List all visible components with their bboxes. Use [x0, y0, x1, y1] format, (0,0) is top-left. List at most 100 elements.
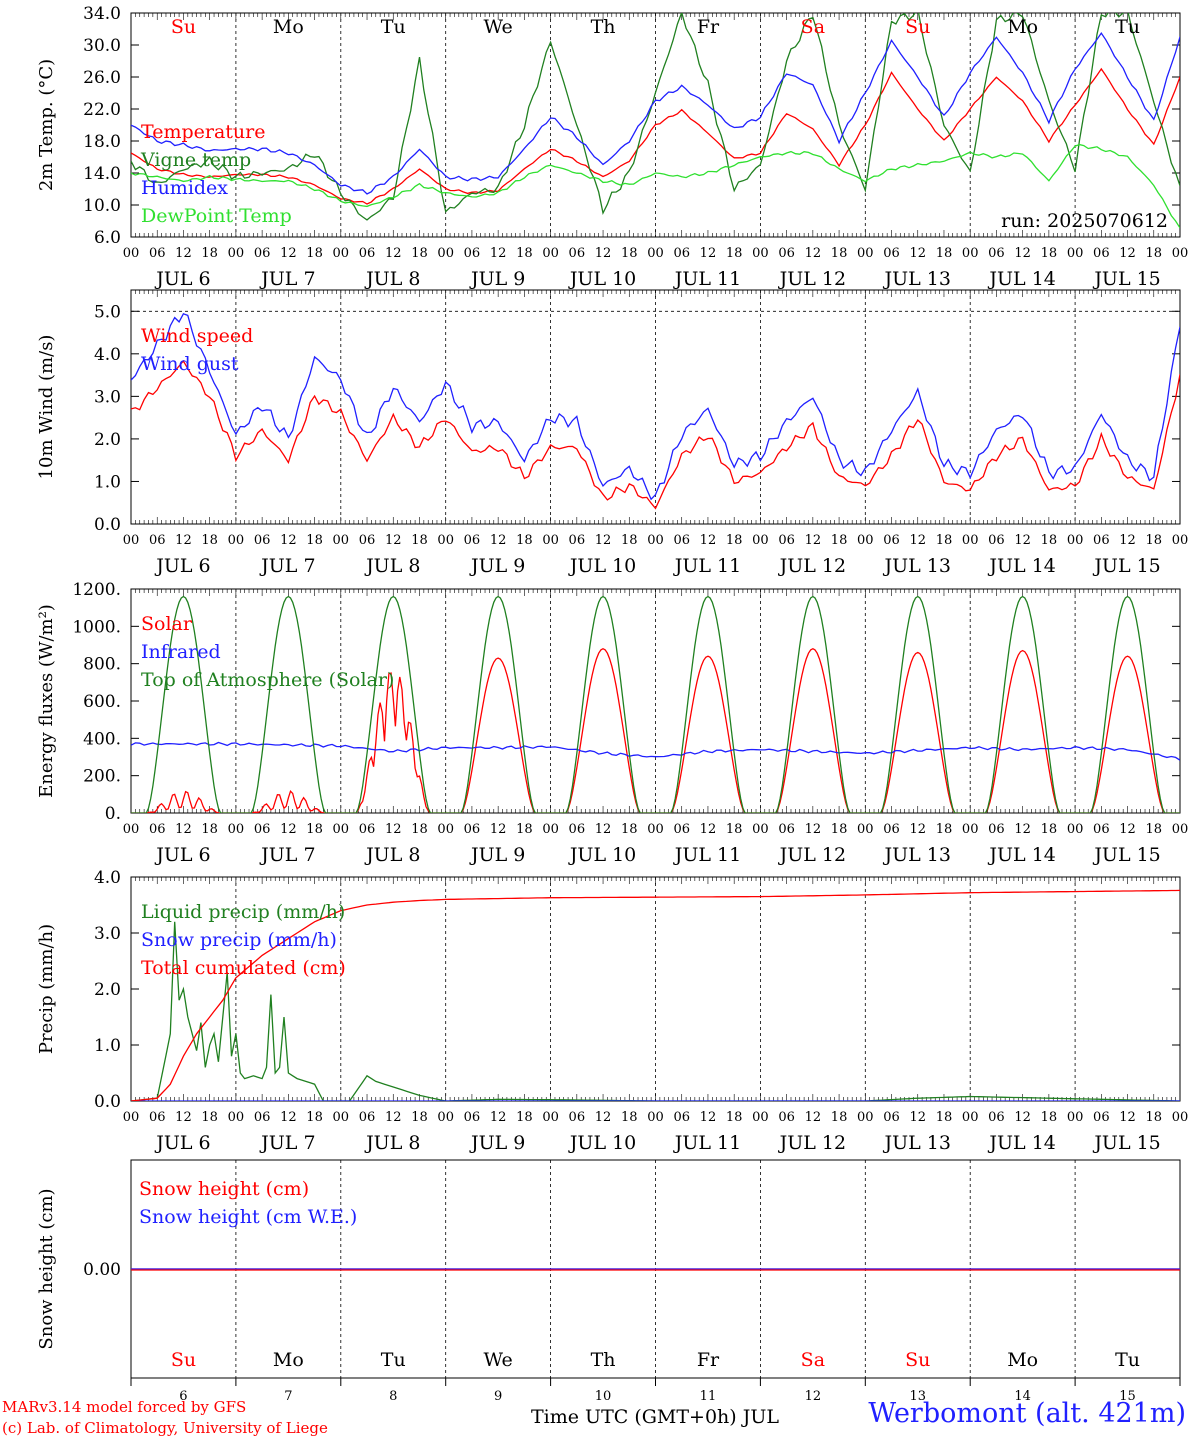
date-label: JUL 9: [469, 555, 525, 577]
date-label: JUL 11: [673, 555, 741, 577]
hour-tick-label: 00: [857, 533, 874, 548]
hour-tick-label: 12: [1014, 1110, 1031, 1125]
hour-tick-label: 00: [752, 533, 769, 548]
hour-tick-label: 12: [1119, 533, 1136, 548]
hour-tick-label: 00: [1067, 1110, 1084, 1125]
weekday-label: Mo: [273, 1349, 304, 1371]
date-label: JUL 9: [469, 844, 525, 866]
hour-tick-label: 12: [385, 533, 402, 548]
hour-tick-label: 06: [778, 822, 795, 837]
hour-tick-label: 00: [228, 1110, 245, 1125]
hour-tick-label: 06: [1093, 822, 1110, 837]
hour-tick-label: 06: [1093, 246, 1110, 261]
hour-tick-label: 18: [306, 822, 323, 837]
day-number-label: 7: [284, 1389, 292, 1404]
hour-tick-label: 06: [464, 246, 481, 261]
series-line: [131, 359, 1180, 510]
hour-tick-label: 18: [1146, 822, 1163, 837]
y-tick-label: 22.0: [83, 100, 121, 120]
hour-tick-label: 12: [1119, 246, 1136, 261]
hour-tick-label: 00: [437, 822, 454, 837]
y-tick-label: 18.0: [83, 132, 121, 152]
date-label: JUL 15: [1092, 844, 1160, 866]
hour-tick-label: 18: [936, 1110, 953, 1125]
hour-tick-label: 00: [752, 822, 769, 837]
day-number-label: 12: [805, 1389, 822, 1404]
hour-tick-label: 06: [673, 246, 690, 261]
y-tick-label: 3.0: [94, 924, 121, 944]
date-label: JUL 8: [364, 268, 420, 290]
hour-tick-label: 06: [149, 1110, 166, 1125]
day-number-label: 8: [389, 1389, 397, 1404]
weekday-label: Su: [905, 16, 930, 38]
hour-tick-label: 00: [962, 1110, 979, 1125]
hour-tick-label: 06: [149, 822, 166, 837]
hour-tick-label: 18: [936, 246, 953, 261]
date-label: JUL 9: [469, 1132, 525, 1154]
y-tick-label: 1200.: [72, 580, 121, 600]
hour-tick-label: 06: [359, 246, 376, 261]
date-label: JUL 6: [154, 844, 210, 866]
hour-tick-label: 18: [1146, 533, 1163, 548]
y-tick-label: 26.0: [83, 68, 121, 88]
legend-entry: DewPoint Temp: [141, 205, 292, 227]
hour-tick-label: 06: [464, 822, 481, 837]
series-line: [131, 31, 1180, 195]
y-tick-label: 5.0: [94, 302, 121, 322]
legend-entry: Liquid precip (mm/h): [141, 901, 345, 923]
y-tick-label: 4.0: [94, 868, 121, 888]
hour-tick-label: 12: [1014, 533, 1031, 548]
weekday-label: Fr: [697, 16, 720, 38]
date-label: JUL 7: [259, 555, 315, 577]
date-label: JUL 8: [364, 555, 420, 577]
hour-tick-label: 12: [175, 1110, 192, 1125]
run-label: run: 2025070612: [1001, 210, 1168, 232]
date-label: JUL 12: [778, 844, 846, 866]
y-tick-label: 10.0: [83, 196, 121, 216]
weekday-label: We: [484, 1349, 513, 1371]
date-label: JUL 11: [673, 844, 741, 866]
hour-tick-label: 12: [909, 1110, 926, 1125]
weekday-label: Sa: [801, 16, 825, 38]
hour-tick-label: 18: [726, 246, 743, 261]
hour-tick-label: 06: [988, 1110, 1005, 1125]
date-label: JUL 14: [987, 1132, 1055, 1154]
date-label: JUL 8: [364, 844, 420, 866]
date-label: JUL 10: [568, 844, 636, 866]
hour-tick-label: 18: [201, 822, 218, 837]
hour-tick-label: 00: [123, 533, 140, 548]
y-tick-label: 3.0: [94, 387, 121, 407]
hour-tick-label: 00: [752, 246, 769, 261]
hour-tick-label: 12: [175, 533, 192, 548]
y-tick-label: 1000.: [72, 617, 121, 637]
legend-entry: Humidex: [141, 177, 228, 199]
y-tick-label: 1.0: [94, 1036, 121, 1056]
hour-tick-label: 18: [726, 533, 743, 548]
y-axis-label: Precip (mm/h): [36, 924, 57, 1054]
hour-tick-label: 12: [175, 246, 192, 261]
date-label: JUL 14: [987, 844, 1055, 866]
hour-tick-label: 18: [621, 1110, 638, 1125]
hour-tick-label: 00: [333, 533, 350, 548]
hour-tick-label: 00: [647, 246, 664, 261]
hour-tick-label: 18: [1041, 246, 1058, 261]
hour-tick-label: 00: [542, 1110, 559, 1125]
hour-tick-label: 18: [411, 533, 428, 548]
legend-entry: Solar: [141, 613, 193, 635]
date-label: JUL 14: [987, 268, 1055, 290]
hour-tick-label: 12: [280, 822, 297, 837]
hour-tick-label: 06: [569, 822, 586, 837]
hour-tick-label: 12: [280, 533, 297, 548]
copyright-credit: (c) Lab. of Climatology, University of L…: [2, 1419, 328, 1437]
hour-tick-label: 18: [1041, 822, 1058, 837]
date-label: JUL 10: [568, 1132, 636, 1154]
hour-tick-label: 12: [490, 246, 507, 261]
y-tick-label: 4.0: [94, 345, 121, 365]
y-tick-label: 1.0: [94, 472, 121, 492]
hour-tick-label: 18: [621, 246, 638, 261]
hour-tick-label: 06: [359, 822, 376, 837]
hour-tick-label: 00: [1172, 533, 1189, 548]
hour-tick-label: 18: [201, 246, 218, 261]
day-number-label: 14: [1014, 1389, 1031, 1404]
